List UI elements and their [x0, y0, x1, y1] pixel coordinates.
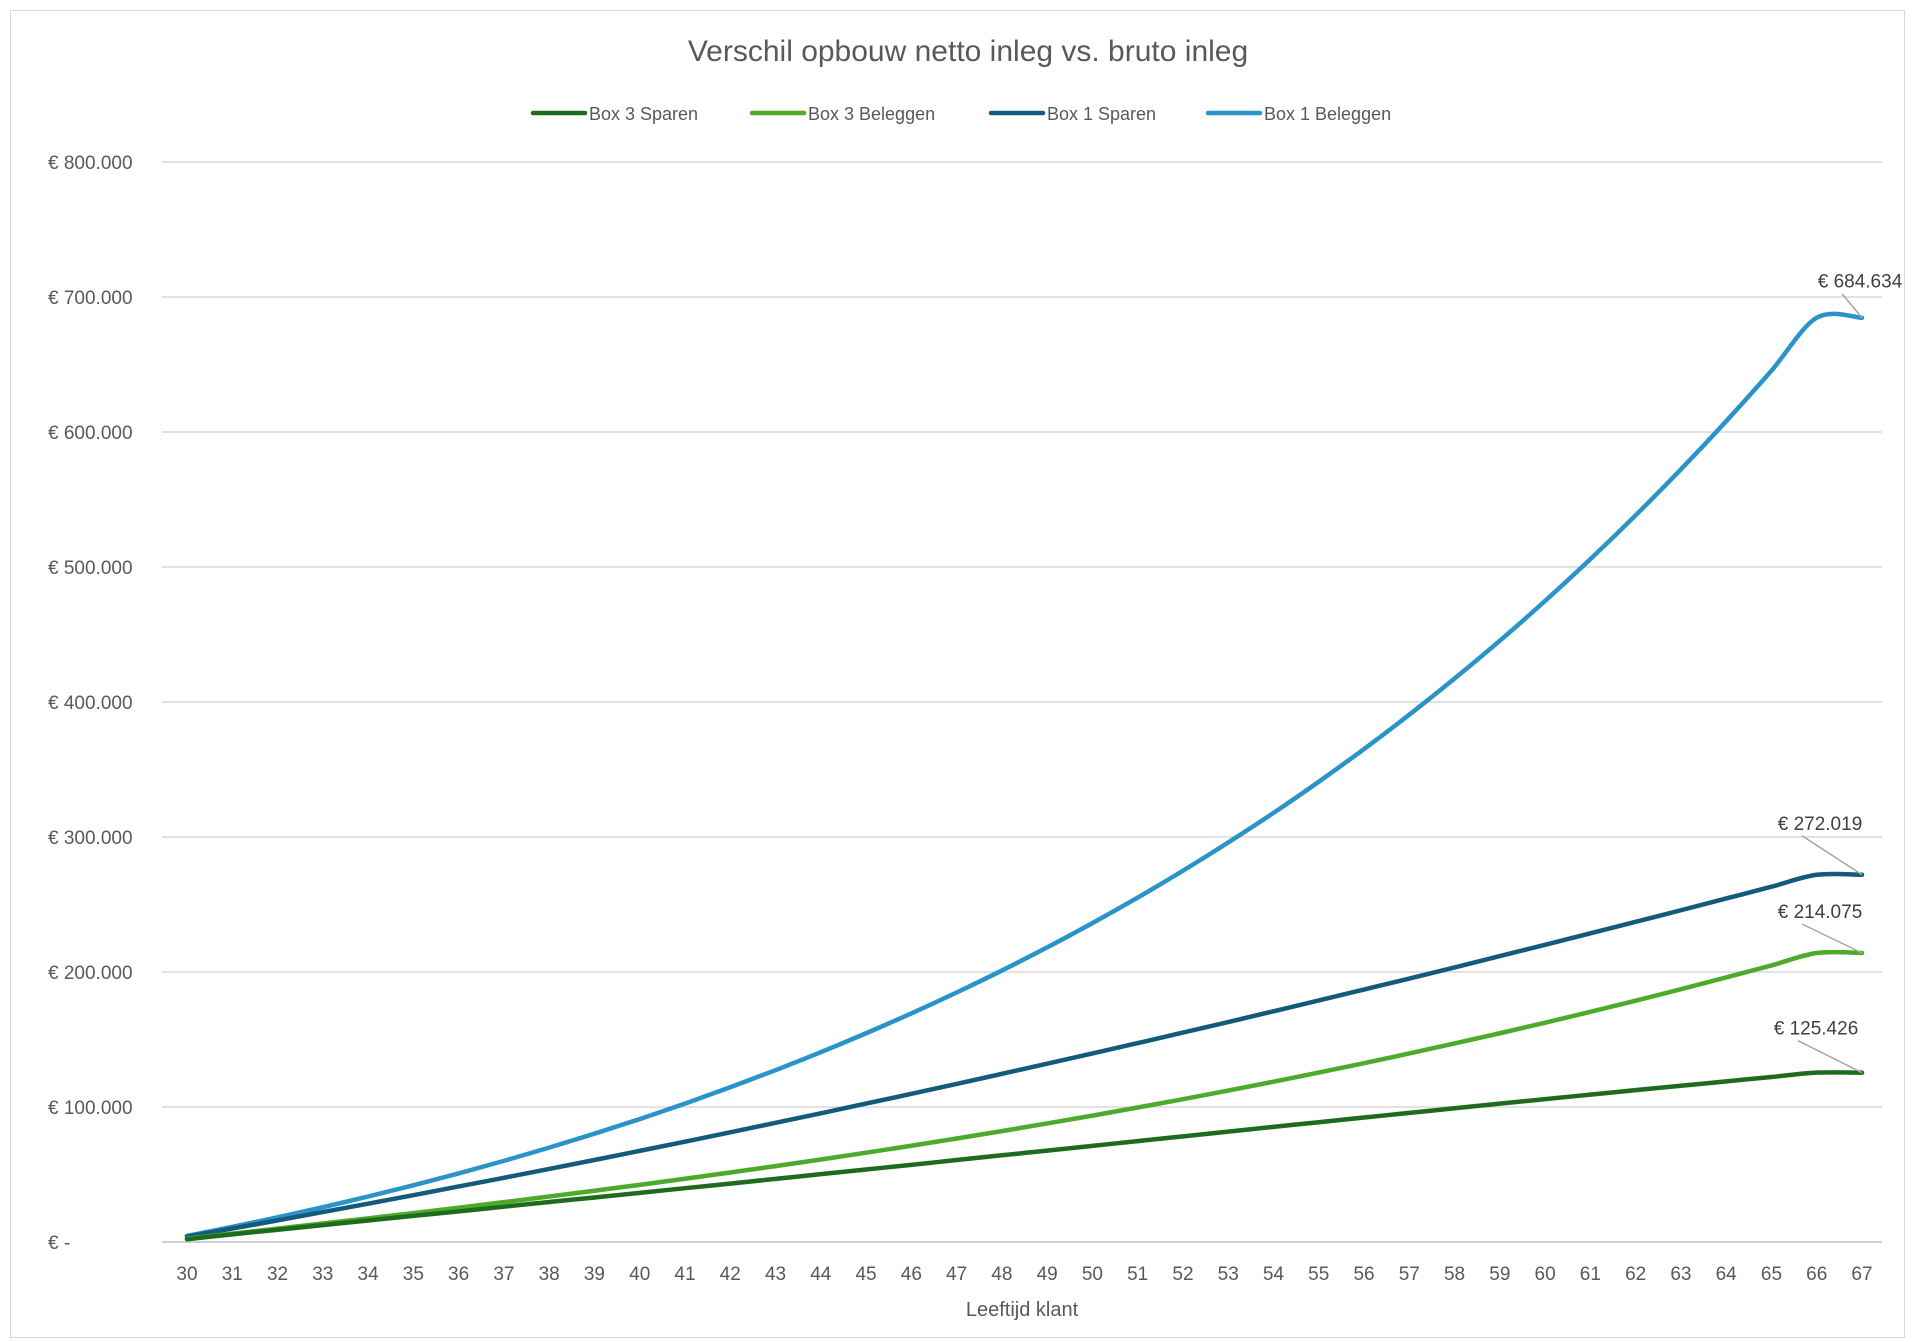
legend-label-box-1-sparen: Box 1 Sparen [1047, 104, 1156, 124]
x-tick-label: 52 [1172, 1264, 1193, 1285]
data-label: € 214.075 [1778, 902, 1863, 923]
y-tick-label: € - [48, 1233, 70, 1254]
gridlines [162, 161, 1882, 1243]
x-tick-label: 40 [629, 1264, 650, 1285]
x-tick-label: 46 [901, 1264, 922, 1285]
y-tick-label: € 800.000 [48, 153, 133, 174]
y-tick-label: € 400.000 [48, 693, 133, 714]
legend-label-box-1-beleggen: Box 1 Beleggen [1264, 104, 1391, 124]
data-label: € 125.426 [1774, 1019, 1859, 1040]
series-lines [184, 311, 1865, 1242]
x-tick-label: 65 [1761, 1264, 1782, 1285]
x-tick-label: 36 [448, 1264, 469, 1285]
leader-line [1797, 1040, 1863, 1074]
y-tick-label: € 700.000 [48, 288, 133, 309]
x-tick-label: 61 [1580, 1264, 1601, 1285]
legend-label-box-3-sparen: Box 3 Sparen [589, 104, 698, 124]
x-tick-label: 64 [1716, 1264, 1738, 1285]
x-tick-label: 49 [1037, 1264, 1058, 1285]
x-tick-label: 32 [267, 1264, 288, 1285]
y-tick-label: € 100.000 [48, 1098, 133, 1119]
x-axis-title: Leeftijd klant [966, 1299, 1079, 1321]
legend: Box 3 Sparen Box 3 Beleggen Box 1 Sparen Bo… [530, 104, 1391, 124]
x-tick-label: 33 [312, 1264, 333, 1285]
x-tick-label: 30 [176, 1264, 197, 1285]
x-axis-ticks: 30 31 32 33 34 35 36 37 38 39 40 41 42 43 44 45 46 47 48 49… [176, 1264, 1872, 1285]
x-tick-label: 35 [403, 1264, 424, 1285]
x-tick-label: 41 [674, 1264, 695, 1285]
chart-title: Verschil opbouw netto inleg vs. bruto in… [688, 35, 1248, 68]
x-tick-label: 38 [539, 1264, 560, 1285]
x-tick-label: 55 [1308, 1264, 1329, 1285]
chart-frame [10, 10, 1905, 1338]
y-tick-label: € 600.000 [48, 423, 133, 444]
x-tick-label: 54 [1263, 1264, 1285, 1285]
x-tick-label: 67 [1851, 1264, 1872, 1285]
x-tick-label: 39 [584, 1264, 605, 1285]
x-tick-label: 44 [810, 1264, 832, 1285]
series-line-box-3-sparen [184, 1070, 1865, 1242]
legend-label-box-3-beleggen: Box 3 Beleggen [808, 104, 935, 124]
y-axis-ticks: € - € 100.000 € 200.000 € 300.000 € 400.000 €… [48, 153, 133, 1254]
x-tick-label: 60 [1535, 1264, 1556, 1285]
leader-line [1801, 835, 1863, 876]
x-tick-label: 45 [855, 1264, 876, 1285]
y-tick-label: € 500.000 [48, 558, 133, 579]
x-tick-label: 58 [1444, 1264, 1465, 1285]
data-label: € 684.634 [1818, 272, 1903, 293]
x-tick-label: 66 [1806, 1264, 1827, 1285]
x-tick-label: 37 [493, 1264, 514, 1285]
x-tick-label: 56 [1353, 1264, 1374, 1285]
leader-line [1801, 923, 1863, 954]
x-tick-label: 47 [946, 1264, 967, 1285]
series-line-box-1-beleggen [184, 311, 1865, 1239]
series-line-box-3-beleggen [184, 949, 1865, 1241]
x-tick-label: 63 [1670, 1264, 1691, 1285]
x-tick-label: 48 [991, 1264, 1012, 1285]
data-labels: € 684.634 € 272.019 € 214.075 € 125.426 [1774, 272, 1903, 1074]
series-line-box-1-sparen [184, 871, 1865, 1239]
x-tick-label: 59 [1489, 1264, 1510, 1285]
x-tick-label: 31 [222, 1264, 243, 1285]
data-label: € 272.019 [1778, 814, 1863, 835]
x-tick-label: 34 [358, 1264, 380, 1285]
x-tick-label: 57 [1399, 1264, 1420, 1285]
x-tick-label: 42 [720, 1264, 741, 1285]
y-tick-label: € 200.000 [48, 963, 133, 984]
x-tick-label: 62 [1625, 1264, 1646, 1285]
leader-line [1841, 293, 1863, 319]
x-tick-label: 50 [1082, 1264, 1103, 1285]
y-tick-label: € 300.000 [48, 828, 133, 849]
x-tick-label: 43 [765, 1264, 786, 1285]
x-tick-label: 53 [1218, 1264, 1239, 1285]
x-tick-label: 51 [1127, 1264, 1148, 1285]
